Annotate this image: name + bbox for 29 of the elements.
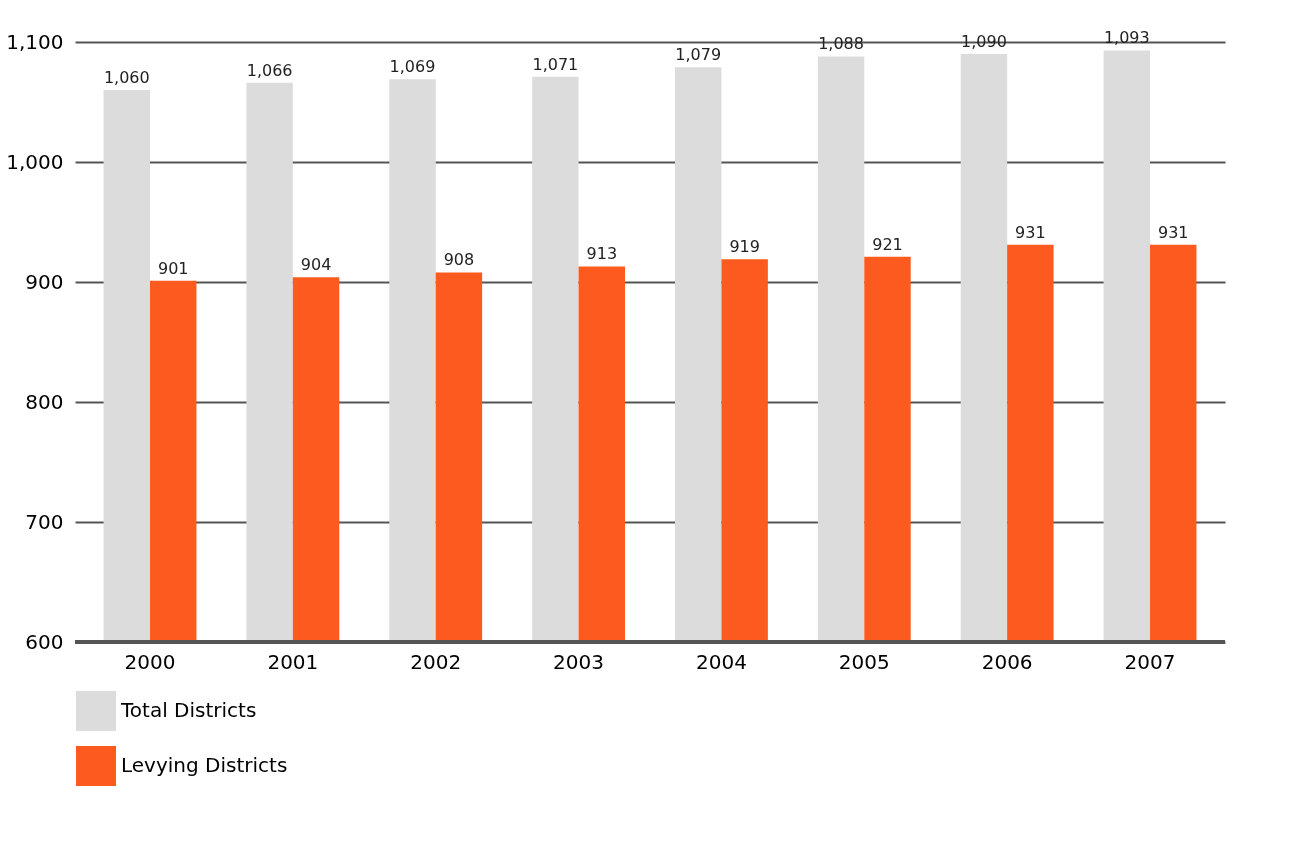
data-label: 921 xyxy=(872,234,903,254)
x-tick-label: 2002 xyxy=(410,649,462,674)
legend-label: Levying Districts xyxy=(121,753,288,777)
x-tick-label: 2003 xyxy=(553,649,605,674)
y-tick-label: 1,100 xyxy=(6,29,64,54)
legend-label: Total Districts xyxy=(120,698,257,722)
x-tick-label: 2000 xyxy=(124,649,176,674)
data-label: 913 xyxy=(586,244,618,264)
x-tick-label: 2004 xyxy=(695,649,747,674)
y-tick-label: 900 xyxy=(25,269,64,294)
x-tick-label: 2001 xyxy=(267,649,319,674)
data-label: 1,079 xyxy=(675,45,722,65)
data-label: 931 xyxy=(1157,222,1189,242)
y-tick-label: 800 xyxy=(25,389,64,414)
x-tick-label: 2005 xyxy=(838,649,890,674)
y-tick-label: 700 xyxy=(25,509,64,534)
y-tick-label: 600 xyxy=(25,629,64,654)
data-label: 1,069 xyxy=(389,57,436,77)
x-tick-label: 2007 xyxy=(1124,649,1176,674)
data-label: 904 xyxy=(300,255,332,275)
data-label: 931 xyxy=(1015,222,1046,242)
data-label: 1,071 xyxy=(532,54,579,74)
data-label: 908 xyxy=(443,250,475,270)
data-label: 1,066 xyxy=(246,60,293,80)
x-tick-label: 2006 xyxy=(981,649,1033,674)
data-label: 1,060 xyxy=(103,68,150,87)
y-tick-label: 1,000 xyxy=(6,149,64,174)
data-label: 919 xyxy=(729,237,760,257)
data-label: 901 xyxy=(157,258,189,278)
